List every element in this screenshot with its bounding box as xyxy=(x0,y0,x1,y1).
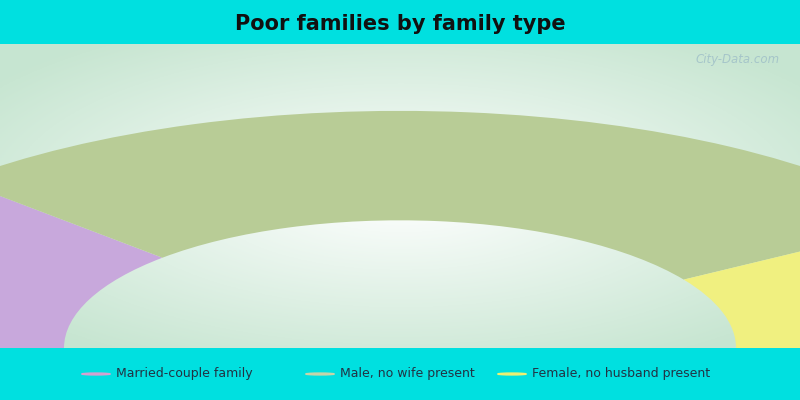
Circle shape xyxy=(82,373,110,375)
Circle shape xyxy=(306,373,334,375)
Text: Female, no husband present: Female, no husband present xyxy=(532,368,710,380)
Circle shape xyxy=(498,373,526,375)
Wedge shape xyxy=(0,180,162,348)
Text: Poor families by family type: Poor families by family type xyxy=(234,14,566,34)
Text: City-Data.com: City-Data.com xyxy=(696,53,780,66)
Wedge shape xyxy=(684,221,800,348)
Text: Married-couple family: Married-couple family xyxy=(116,368,253,380)
Wedge shape xyxy=(0,111,800,280)
Text: Male, no wife present: Male, no wife present xyxy=(340,368,474,380)
